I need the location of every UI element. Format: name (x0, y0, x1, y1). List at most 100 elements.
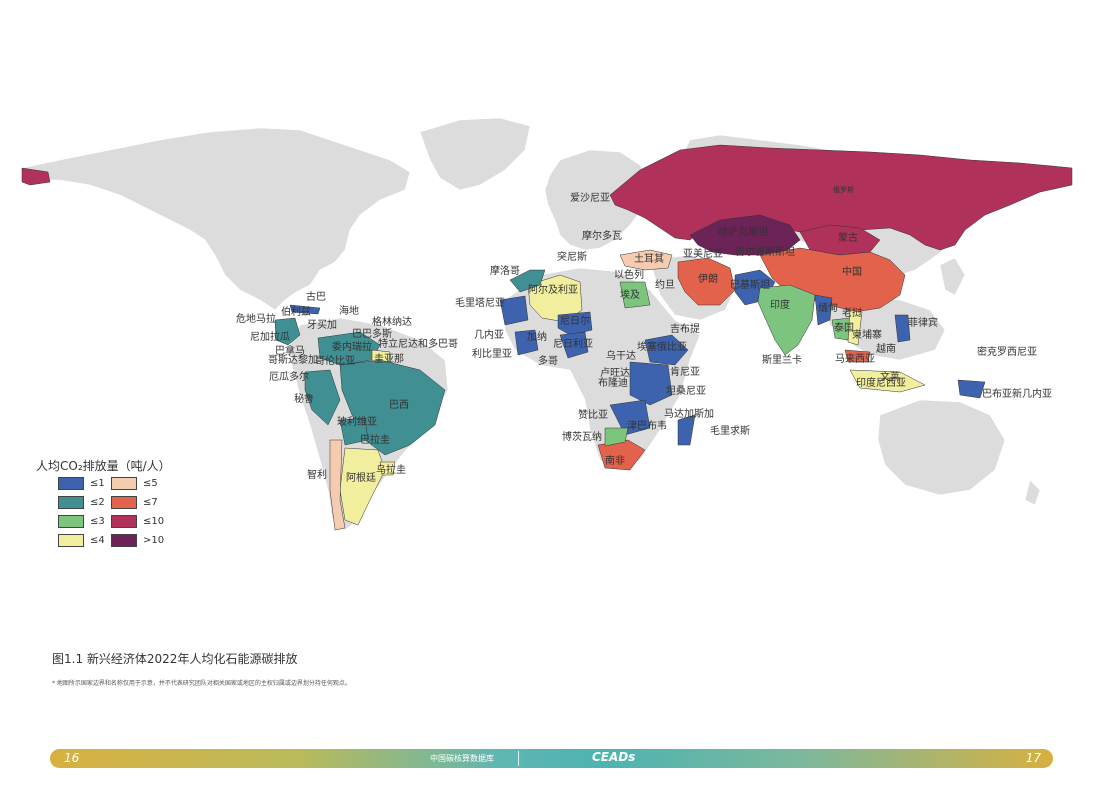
legend-label: >10 (143, 535, 165, 546)
label-southafrica: 南非 (605, 454, 625, 467)
legend-label: ≤10 (143, 516, 165, 527)
label-cambodia: 柬埔寨 (852, 328, 882, 341)
label-tanzania: 坦桑尼亚 (666, 384, 706, 397)
east-africa-area (629, 361, 673, 406)
legend-swatch (58, 477, 84, 490)
label-myanmar: 缅甸 (818, 301, 838, 314)
label-ghana: 加纳 (527, 330, 547, 343)
legend-item-le1: ≤1 (58, 477, 128, 491)
legend-swatch (111, 515, 137, 528)
label-venezuela: 委内瑞拉 (332, 340, 372, 353)
footer-brand-logo: CEADs (592, 750, 636, 764)
label-kyrgyzstan: 吉尔吉斯斯坦 (735, 245, 795, 258)
zambia-area (609, 399, 651, 436)
vietnam-area (847, 309, 863, 346)
label-algeria: 阿尔及利亚 (528, 283, 578, 296)
madagascar-area (677, 414, 696, 446)
uruguay-area (379, 461, 396, 476)
footer-bar: 16 中国碳核算数据库 CEADs 17 (50, 749, 1053, 768)
land-japan (939, 257, 966, 296)
central-america-area (274, 317, 301, 346)
label-guyana: 圭亚那 (374, 352, 404, 365)
label-armenia: 亚美尼亚 (683, 247, 723, 260)
page-number-right: 17 (1025, 751, 1041, 765)
guinea-area (514, 329, 539, 356)
iran-area (677, 257, 736, 306)
label-micronesia: 密克罗西尼亚 (977, 345, 1037, 358)
land-australia (877, 399, 1006, 496)
label-thailand: 泰国 (834, 321, 854, 334)
label-barbados: 巴巴多斯 (352, 327, 392, 340)
png-area (957, 379, 986, 399)
label-jamaica: 牙买加 (307, 319, 337, 331)
label-russia: 俄罗斯 (833, 185, 854, 194)
legend-swatch (58, 496, 84, 509)
label-kazakhstan: 哈萨克斯坦 (718, 225, 768, 238)
label-ethiopia: 埃塞俄比亚 (637, 340, 687, 353)
label-trinidad: 特立尼达和多巴哥 (378, 337, 458, 350)
label-panama: 巴拿马 (275, 344, 305, 357)
label-albania: 爱沙尼亚 (570, 191, 610, 204)
egypt-area (619, 281, 651, 309)
legend-label: ≤2 (90, 497, 105, 508)
label-turkey: 土耳其 (634, 252, 664, 265)
legend-label: ≤5 (143, 478, 158, 489)
label-iran: 伊朗 (698, 273, 718, 285)
label-china: 中国 (842, 265, 862, 278)
label-djibouti: 吉布提 (670, 323, 700, 335)
country-labels: 俄罗斯 哈萨克斯坦 蒙古 中国 吉尔吉斯斯坦 亚美尼亚 土耳其 以色列 约旦 埃… (236, 185, 1052, 484)
legend-label: ≤4 (90, 535, 105, 546)
land-greenland (419, 117, 531, 191)
label-malaysia: 马来西亚 (835, 353, 875, 365)
label-philippines: 菲律宾 (908, 316, 938, 329)
label-madagascar: 马达加斯加 (664, 407, 714, 420)
label-botswana: 博茨瓦纳 (562, 430, 602, 443)
botswana-area (604, 427, 629, 447)
label-jordan: 约旦 (655, 278, 675, 291)
label-paraguay: 巴拉圭 (360, 433, 390, 446)
russia-area (609, 144, 1073, 251)
nigeria-area (559, 331, 589, 359)
label-mauritius: 毛里求斯 (710, 424, 750, 437)
indonesia-area (849, 369, 926, 393)
figure-footnote: * 地图所示国家边界和名称仅用于示意，并不代表研究团队对相关国家或地区的主权归属… (52, 680, 351, 687)
label-brunei: 文莱 (880, 370, 900, 383)
label-liberia: 利比里亚 (472, 348, 512, 360)
bolivia-area (339, 417, 369, 446)
legend-swatch (58, 534, 84, 547)
page-number-left: 16 (64, 751, 80, 765)
philippines-area (894, 314, 911, 343)
label-png: 巴布亚新几内亚 (982, 387, 1052, 400)
legend-title: 人均CO₂排放量（吨/人） (36, 459, 171, 473)
legend-swatch (58, 515, 84, 528)
label-belize: 伯利兹 (281, 305, 311, 318)
label-rwanda: 卢旺达 (600, 366, 630, 379)
ethiopia-area (644, 334, 689, 366)
legend-item-le5: ≤5 (111, 477, 181, 491)
label-indonesia: 印度尼西亚 (856, 376, 906, 389)
legend-item-le2: ≤2 (58, 496, 128, 510)
label-pakistan: 巴基斯坦 (730, 278, 770, 291)
label-ecuador: 厄瓜多尔 (269, 370, 309, 383)
footer-divider (518, 751, 519, 766)
legend-item-le4: ≤4 (58, 534, 128, 548)
label-morocco: 摩洛哥 (490, 264, 520, 277)
malaysia-area (844, 349, 871, 363)
land-new-zealand (1024, 479, 1041, 506)
label-cuba: 古巴 (306, 290, 326, 303)
label-grenada: 格林纳达 (372, 315, 412, 328)
label-vietnam: 越南 (876, 342, 896, 355)
legend-item-le3: ≤3 (58, 515, 128, 529)
label-israel: 以色列 (614, 268, 644, 281)
label-chile: 智利 (307, 468, 327, 481)
label-india: 印度 (770, 298, 790, 311)
legend-label: ≤7 (143, 497, 158, 508)
label-laos: 老挝 (842, 306, 862, 319)
label-kenya: 肯尼亚 (670, 365, 700, 378)
land-europe (544, 149, 651, 251)
chile-area (329, 439, 346, 531)
label-nicaragua: 尼加拉瓜 (250, 330, 290, 343)
label-niger: 尼日尔 (560, 314, 590, 327)
legend: 人均CO₂排放量（吨/人） ≤1 ≤2 ≤3 ≤4 ≤5 ≤7 ≤10 (36, 457, 216, 557)
label-egypt: 埃及 (620, 288, 640, 301)
